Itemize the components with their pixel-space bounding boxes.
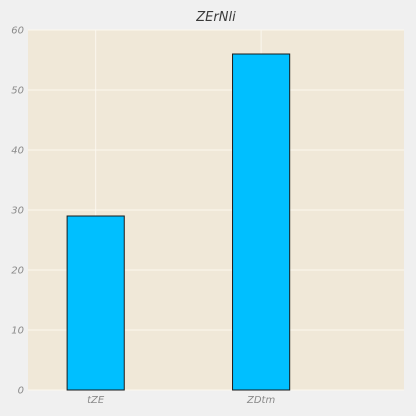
y-tick-label: 60 [11, 26, 24, 37]
bar-tZE [66, 215, 125, 391]
y-tick-label: 40 [11, 146, 24, 157]
y-axis-tick-labels: 0 10 20 30 40 50 60 [11, 26, 24, 397]
y-tick-label: 50 [11, 86, 24, 97]
y-tick-label: 0 [18, 386, 24, 397]
chart-title: ZErNli [195, 10, 236, 25]
x-tick-label: ZDtm [246, 395, 275, 406]
x-tick-label: tZE [87, 395, 105, 406]
y-tick-label: 30 [11, 206, 24, 217]
bars-group [66, 53, 291, 391]
y-tick-label: 10 [11, 326, 24, 337]
y-tick-label: 20 [11, 266, 24, 277]
x-axis-tick-labels: tZE ZDtm [87, 395, 275, 406]
bar-ZDtm [232, 53, 291, 391]
